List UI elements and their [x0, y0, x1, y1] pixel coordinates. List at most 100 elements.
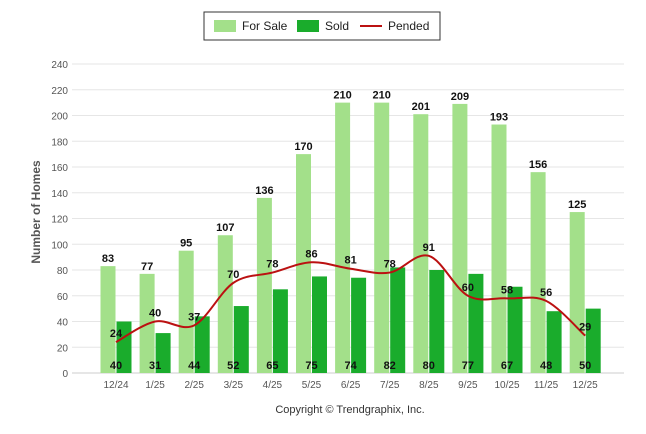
label-sold: 31 — [149, 360, 161, 372]
label-for-sale: 209 — [451, 91, 469, 103]
copyright-footer: Copyright © Trendgraphix, Inc. — [275, 404, 424, 416]
bar-sold[interactable] — [507, 286, 523, 373]
bars-layer — [100, 102, 601, 374]
y-tick-label: 40 — [57, 318, 69, 329]
legend-label-for-sale[interactable]: For Sale — [242, 19, 288, 33]
label-pended: 24 — [110, 328, 123, 340]
bar-sold[interactable] — [272, 289, 288, 373]
label-sold: 74 — [344, 360, 357, 372]
label-for-sale: 125 — [568, 199, 586, 211]
label-for-sale: 193 — [490, 112, 508, 124]
y-tick-label: 160 — [51, 163, 68, 174]
bar-for-sale[interactable] — [569, 212, 585, 373]
x-tick-label: 7/25 — [380, 380, 400, 391]
label-for-sale: 83 — [102, 253, 114, 265]
y-tick-label: 80 — [57, 266, 69, 277]
legend-box — [203, 11, 441, 41]
y-tick-label: 200 — [51, 112, 68, 123]
y-tick-label: 120 — [51, 215, 68, 226]
label-sold: 40 — [110, 360, 122, 372]
label-pended: 70 — [227, 269, 239, 281]
label-sold: 44 — [188, 360, 201, 372]
label-pended: 81 — [344, 255, 356, 267]
legend[interactable]: For Sale Sold Pended — [203, 11, 441, 41]
x-tick-label: 9/25 — [458, 380, 478, 391]
label-pended: 86 — [305, 248, 317, 260]
label-sold: 67 — [501, 360, 513, 372]
bar-for-sale[interactable] — [452, 103, 468, 373]
label-for-sale: 210 — [373, 90, 391, 102]
bar-sold[interactable] — [312, 276, 327, 373]
bar-for-sale[interactable] — [217, 235, 233, 373]
y-tick-label: 180 — [51, 137, 68, 148]
label-for-sale: 201 — [412, 101, 430, 113]
label-sold: 80 — [423, 360, 435, 372]
bar-sold[interactable] — [429, 270, 445, 373]
label-pended: 58 — [501, 284, 513, 296]
label-for-sale: 170 — [294, 141, 312, 153]
label-sold: 48 — [540, 360, 552, 372]
label-pended: 29 — [579, 322, 591, 334]
label-sold: 52 — [227, 360, 239, 372]
label-for-sale: 107 — [216, 222, 234, 234]
bar-for-sale[interactable] — [100, 266, 116, 373]
label-pended: 60 — [462, 282, 474, 294]
x-tick-label: 1/25 — [145, 380, 165, 391]
pended-line[interactable] — [115, 254, 586, 343]
label-pended: 37 — [188, 311, 200, 323]
label-pended: 91 — [423, 242, 435, 254]
bar-sold[interactable] — [546, 311, 562, 373]
y-axis-ticks: 0 20 40 60 80 100 120 140 160 180 200 220 240 — [51, 60, 68, 380]
bar-sold[interactable] — [194, 316, 210, 373]
bar-for-sale[interactable] — [256, 197, 272, 373]
data-labels-layer: 83 77 95 107 136 170 210 210 201 209 193 156 125 40 31… — [102, 90, 591, 372]
bar-for-sale[interactable] — [335, 102, 351, 373]
pended-line-layer — [115, 254, 586, 343]
label-pended: 78 — [384, 259, 396, 271]
x-tick-label: 4/25 — [263, 380, 283, 391]
legend-label-sold[interactable]: Sold — [325, 19, 349, 33]
bar-for-sale[interactable] — [413, 114, 429, 374]
bar-sold[interactable] — [351, 277, 367, 373]
x-tick-label: 8/25 — [419, 380, 439, 391]
label-pended: 56 — [540, 287, 552, 299]
bar-sold[interactable] — [585, 308, 601, 373]
bar-sold[interactable] — [233, 306, 249, 373]
x-tick-label: 6/25 — [341, 380, 361, 391]
label-sold: 77 — [462, 360, 474, 372]
label-pended: 40 — [149, 308, 161, 320]
bar-for-sale[interactable] — [178, 250, 194, 373]
x-tick-label: 3/25 — [224, 380, 244, 391]
x-axis-ticks: 12/24 1/25 2/25 3/25 4/25 5/25 6/25 7/25 8/25 9/2… — [103, 380, 598, 391]
y-tick-label: 20 — [57, 343, 69, 354]
legend-label-pended[interactable]: Pended — [388, 19, 429, 33]
label-for-sale: 210 — [333, 90, 351, 102]
x-tick-label: 11/25 — [534, 380, 559, 391]
y-tick-label: 100 — [51, 240, 68, 251]
legend-swatch-sold — [297, 20, 319, 32]
y-tick-label: 0 — [62, 369, 68, 380]
bar-for-sale[interactable] — [530, 172, 546, 373]
x-tick-label: 2/25 — [184, 380, 204, 391]
y-tick-label: 240 — [51, 60, 68, 71]
label-sold: 50 — [579, 360, 591, 372]
label-for-sale: 95 — [180, 238, 192, 250]
bar-for-sale[interactable] — [491, 124, 507, 373]
label-sold: 65 — [266, 360, 278, 372]
x-tick-label: 5/25 — [302, 380, 322, 391]
legend-swatch-for-sale — [214, 20, 236, 32]
x-tick-label: 12/25 — [573, 380, 598, 391]
bar-sold[interactable] — [390, 267, 406, 373]
bar-for-sale[interactable] — [374, 102, 390, 373]
label-for-sale: 77 — [141, 261, 153, 273]
x-tick-label: 10/25 — [494, 380, 519, 391]
y-tick-label: 60 — [57, 292, 69, 303]
y-tick-label: 220 — [51, 86, 68, 97]
y-axis-title: Number of Homes — [29, 160, 43, 264]
label-sold: 82 — [384, 360, 396, 372]
label-for-sale: 136 — [255, 185, 273, 197]
bar-sold[interactable] — [155, 333, 171, 373]
label-pended: 78 — [266, 259, 278, 271]
